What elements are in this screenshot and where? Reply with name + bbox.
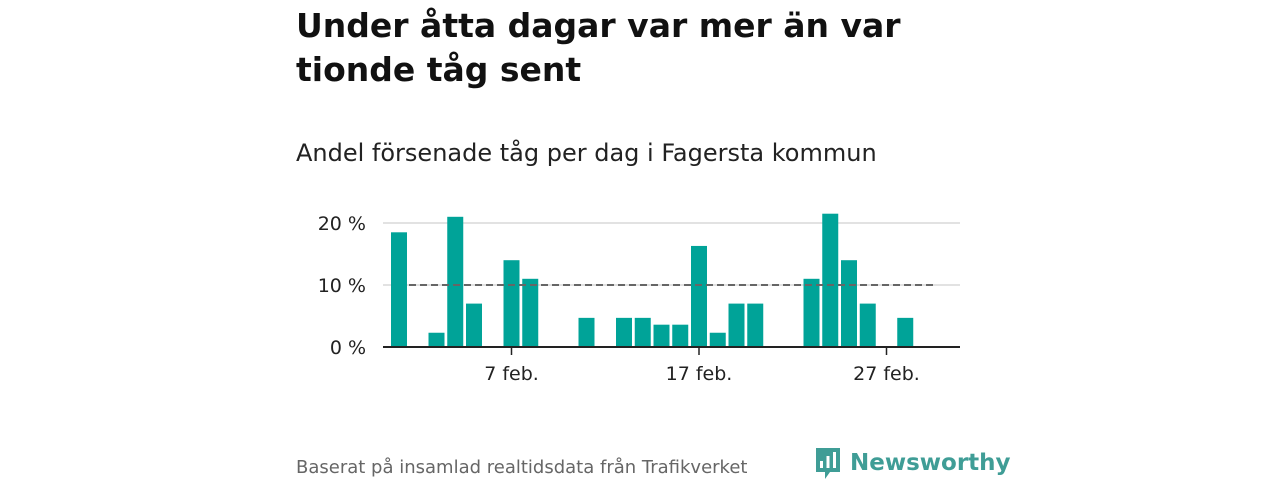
source-note: Baserat på insamlad realtidsdata från Tr…: [296, 457, 748, 478]
bar: [616, 317, 632, 347]
brand-logo: Newsworthy: [814, 446, 1011, 480]
x-tick-label: 27 feb.: [853, 363, 920, 385]
gridlines: [383, 222, 960, 286]
axes: 0 % 10 % 20 % 7 feb. 17 feb. 27 feb.: [318, 213, 960, 385]
chart-title: Under åtta dagar var mer än var tionde t…: [296, 6, 901, 89]
bar: [503, 260, 520, 347]
bar: [578, 317, 595, 347]
bar: [747, 303, 764, 347]
bar: [428, 332, 445, 347]
chart-subtitle: Andel försenade tåg per dag i Fagersta k…: [296, 139, 877, 167]
y-tick-label: 20 %: [318, 213, 366, 235]
x-tick-label: 17 feb.: [666, 363, 733, 385]
x-tick-label: 7 feb.: [484, 363, 539, 385]
bar: [653, 324, 670, 347]
bar: [391, 232, 407, 347]
bars: [391, 213, 914, 347]
newsworthy-logo-icon: [816, 448, 840, 479]
y-tick-label: 10 %: [318, 275, 366, 297]
bar: [447, 216, 464, 347]
bar: [466, 303, 482, 347]
bar: [691, 245, 707, 347]
bar: [728, 303, 745, 347]
bar: [634, 317, 651, 347]
bar: [841, 260, 857, 347]
bar: [822, 213, 839, 347]
bar: [522, 278, 539, 347]
bar: [859, 303, 876, 347]
bar: [709, 332, 726, 347]
bar: [897, 317, 914, 347]
brand-name: Newsworthy: [850, 450, 1011, 476]
y-tick-label: 0 %: [330, 337, 366, 359]
bar: [672, 324, 689, 347]
bar: [803, 278, 820, 347]
